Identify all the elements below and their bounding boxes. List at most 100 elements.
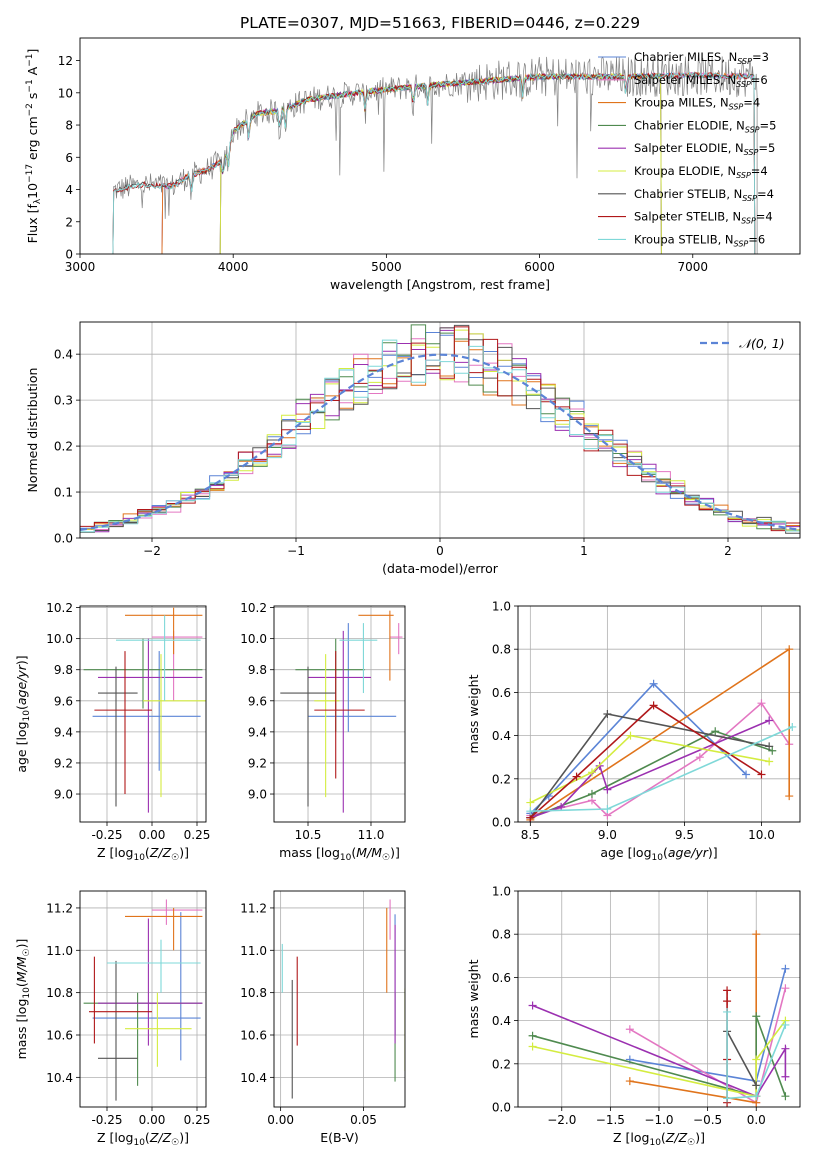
x-tick-label: 11.0	[358, 828, 385, 842]
weight-marker-salpeter-elodie	[603, 785, 612, 794]
y-tick-label: 1.0	[492, 885, 511, 899]
y-tick-label: 11.0	[240, 944, 267, 958]
axes-frame	[273, 890, 406, 1108]
weight-marker-chabrier-elodie	[768, 746, 777, 755]
mass-weight-vs-age-panel: 8.5 9.0 9.5 10.0 0.0 0.2 0.4 0.6 0.8 1.0 age [log1…	[466, 600, 801, 863]
x-tick-label: 7000	[677, 260, 708, 274]
weight-line-salpeter-miles	[530, 702, 790, 817]
plot-area	[280, 610, 403, 813]
y-tick-label: 10.0	[240, 632, 267, 646]
y-tick-label: 0.6	[492, 971, 511, 985]
plot-area	[83, 607, 206, 813]
y-tick-label: 9.6	[54, 694, 73, 708]
y-tick-label: 9.2	[248, 756, 267, 770]
weight-marker-chabrier-miles	[649, 679, 658, 688]
weight-marker-kroupa-stelib	[603, 805, 612, 814]
model-spectrum-chabrier-elodie	[219, 72, 662, 254]
weight-marker-salpeter-stelib	[649, 701, 658, 710]
y-tick-label: 10.4	[46, 1071, 73, 1085]
residual-histogram-panel: −2 −1 0 1 2 0.0 0.1 0.2 0.3 0.4 (data-model)/error…	[25, 321, 801, 576]
y-tick-label: 10.6	[46, 1029, 73, 1043]
plot-area	[528, 930, 790, 1107]
y-tick-label: 0.0	[492, 1101, 511, 1115]
weight-line-chabrier-stelib	[726, 1031, 757, 1086]
weight-marker-chabrier-elodie	[711, 727, 720, 736]
y-tick-label: 8	[65, 119, 73, 133]
y-tick-label: 0.2	[54, 440, 73, 454]
model-spectrum-salpeter-elodie	[219, 72, 662, 254]
y-tick-label: 9.2	[54, 756, 73, 770]
y-tick-label: 0.3	[54, 394, 73, 408]
y-tick-label: 0.4	[54, 348, 73, 362]
weight-line-salpeter-elodie	[532, 1004, 787, 1098]
y-axis-label: mass [log10(M/M☉)]	[14, 939, 32, 1060]
x-axis-label: E(B-V)	[320, 1130, 359, 1145]
weight-marker-kroupa-miles	[625, 1077, 634, 1086]
y-axis-label: age [log10(age/yr)]	[14, 655, 32, 772]
legend-entry: Salpeter ELODIE, NSSP=5	[634, 141, 775, 157]
weight-marker-chabrier-stelib	[603, 710, 612, 718]
y-tick-label: 0.4	[492, 729, 511, 743]
weight-marker-kroupa-elodie	[526, 798, 535, 807]
weight-marker-salpeter-miles	[781, 984, 790, 993]
weight-marker-kroupa-miles	[785, 792, 794, 801]
y-tick-label: 10.8	[46, 986, 73, 1000]
mass-vs-metallicity-panel: -0.25 0.00 0.25 10.4 10.6 10.8 11.0 11.2 Z [log1…	[14, 890, 210, 1148]
x-tick-label: 9.0	[598, 828, 617, 842]
legend-entry: Chabrier STELIB, NSSP=4	[634, 187, 774, 203]
y-axis-label: mass weight	[466, 959, 481, 1038]
axes-frame	[517, 605, 801, 823]
axes-frame	[79, 890, 207, 1108]
x-tick-label: -0.25	[91, 1113, 122, 1127]
x-tick-label: 10.5	[295, 828, 322, 842]
plot-area	[83, 899, 203, 1101]
x-tick-label: −1.0	[644, 1113, 673, 1127]
weight-marker-chabrier-stelib	[765, 742, 774, 751]
y-tick-label: 9.0	[248, 788, 267, 802]
x-tick-label: 2	[724, 544, 732, 558]
weight-marker-kroupa-stelib	[723, 1007, 732, 1016]
y-tick-label: 10.8	[240, 986, 267, 1000]
weight-line-kroupa-elodie	[529, 734, 770, 804]
model-spectrum-kroupa-stelib	[112, 71, 756, 254]
mass-weight-vs-metallicity-panel: −2.0 −1.5 −1.0 −0.5 0.0 0.0 0.2 0.4 0.6 0.8 1.0 Z […	[466, 885, 801, 1148]
x-tick-label: 9.5	[675, 828, 694, 842]
spectrum-panel: 3000 4000 5000 6000 7000 0 2 4 6 8 10 12 wavelength …	[25, 37, 801, 292]
axes-frame	[517, 890, 801, 1108]
legend-entry: Salpeter STELIB, NSSP=4	[634, 210, 773, 226]
plot-area	[80, 324, 800, 534]
y-tick-label: 9.8	[54, 663, 73, 677]
y-tick-label: 11.0	[46, 944, 73, 958]
model-spectrum-salpeter-stelib	[112, 71, 756, 254]
legend-entry: Salpeter MILES, NSSP=6	[634, 73, 768, 89]
weight-marker-salpeter-miles	[757, 699, 766, 708]
weight-marker-kroupa-elodie	[528, 1042, 537, 1051]
x-tick-label: 0.00	[139, 828, 166, 842]
weight-marker-kroupa-elodie	[587, 768, 596, 777]
x-tick-label: 1	[580, 544, 588, 558]
y-tick-label: 6	[65, 151, 73, 165]
x-axis-label: age [log10(age/yr)]	[600, 845, 717, 863]
weight-marker-salpeter-elodie	[765, 716, 774, 725]
x-tick-label: 4000	[218, 260, 249, 274]
y-tick-label: 0.2	[492, 1057, 511, 1071]
weight-line-salpeter-stelib	[529, 704, 762, 819]
weight-line-kroupa-stelib	[726, 1012, 787, 1100]
age-vs-metallicity-panel: -0.25 0.00 0.25 9.0 9.2 9.4 9.6 9.8 10.0 10.2 Z [l…	[14, 601, 210, 863]
mass-vs-reddening-panel: 0.00 0.05 10.4 10.6 10.8 11.0 11.2 E(B-V)	[240, 890, 406, 1145]
weight-marker-kroupa-stelib	[781, 1020, 790, 1029]
weight-marker-salpeter-elodie	[781, 1044, 790, 1053]
y-tick-label: 0.4	[492, 1014, 511, 1028]
legend-entry: Kroupa MILES, NSSP=4	[634, 96, 760, 112]
y-tick-label: 0.0	[54, 532, 73, 546]
axes-frame	[79, 605, 207, 823]
x-axis-label: (data-model)/error	[382, 561, 499, 576]
model-spectrum-chabrier-stelib	[112, 71, 756, 254]
y-axis-label: mass weight	[466, 674, 481, 753]
x-tick-label: −1	[287, 544, 305, 558]
gaussian-legend-label: 𝒩(0, 1)	[739, 336, 785, 351]
weight-marker-salpeter-stelib	[572, 772, 581, 781]
legend-entry: Chabrier MILES, NSSP=3	[634, 50, 769, 66]
weight-marker-kroupa-elodie	[752, 1055, 761, 1064]
weight-marker-chabrier-elodie	[528, 1031, 537, 1040]
